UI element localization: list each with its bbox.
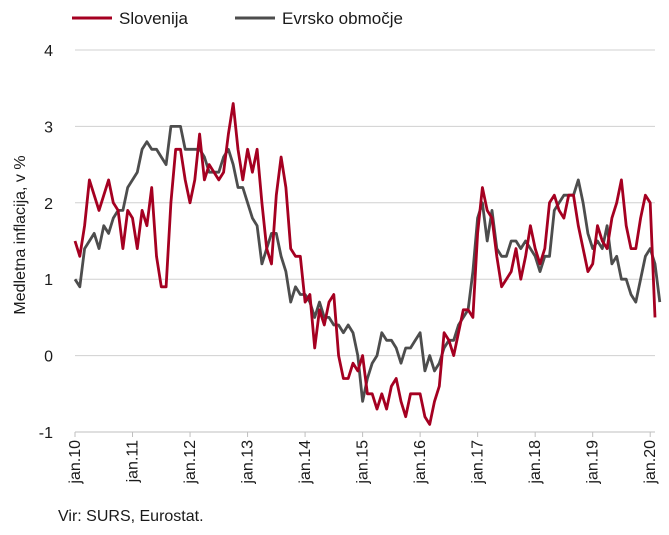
y-tick-label: 4 bbox=[44, 43, 53, 60]
legend-label: Evrsko območje bbox=[282, 9, 403, 28]
series-lines bbox=[73, 102, 662, 426]
y-tick-label: 0 bbox=[44, 349, 53, 366]
x-tick-label: jan.14 bbox=[297, 440, 314, 485]
legend: Slovenija Evrsko območje bbox=[72, 9, 403, 28]
x-tick-label: jan.17 bbox=[470, 440, 487, 485]
source-note: Vir: SURS, Eurostat. bbox=[58, 508, 204, 525]
series-line-slovenija bbox=[73, 102, 657, 426]
y-axis: -1 0 1 2 3 4 bbox=[39, 43, 53, 442]
x-tick-label: jan.10 bbox=[67, 440, 84, 485]
y-tick-label: -1 bbox=[39, 425, 53, 442]
x-tick-label: jan.18 bbox=[527, 440, 544, 485]
y-axis-title: Medletna inflacija, v % bbox=[12, 155, 29, 314]
legend-label: Slovenija bbox=[119, 9, 189, 28]
y-tick-label: 2 bbox=[44, 196, 53, 213]
x-tick-label: jan.19 bbox=[585, 440, 602, 485]
x-tick-label: jan.20 bbox=[642, 440, 659, 485]
x-tick-label: jan.12 bbox=[182, 440, 199, 485]
series-line-evrsko-obmocje bbox=[73, 125, 662, 403]
x-tick-label: jan.11 bbox=[125, 440, 142, 484]
x-tick-label: jan.16 bbox=[412, 440, 429, 485]
x-axis: jan.10 jan.11 jan.12 jan.13 jan.14 jan.15 jan.… bbox=[67, 431, 659, 485]
y-tick-label: 1 bbox=[44, 272, 53, 289]
x-tick-label: jan.15 bbox=[355, 440, 372, 485]
x-tick-label: jan.13 bbox=[240, 440, 257, 485]
y-tick-label: 3 bbox=[44, 119, 53, 136]
